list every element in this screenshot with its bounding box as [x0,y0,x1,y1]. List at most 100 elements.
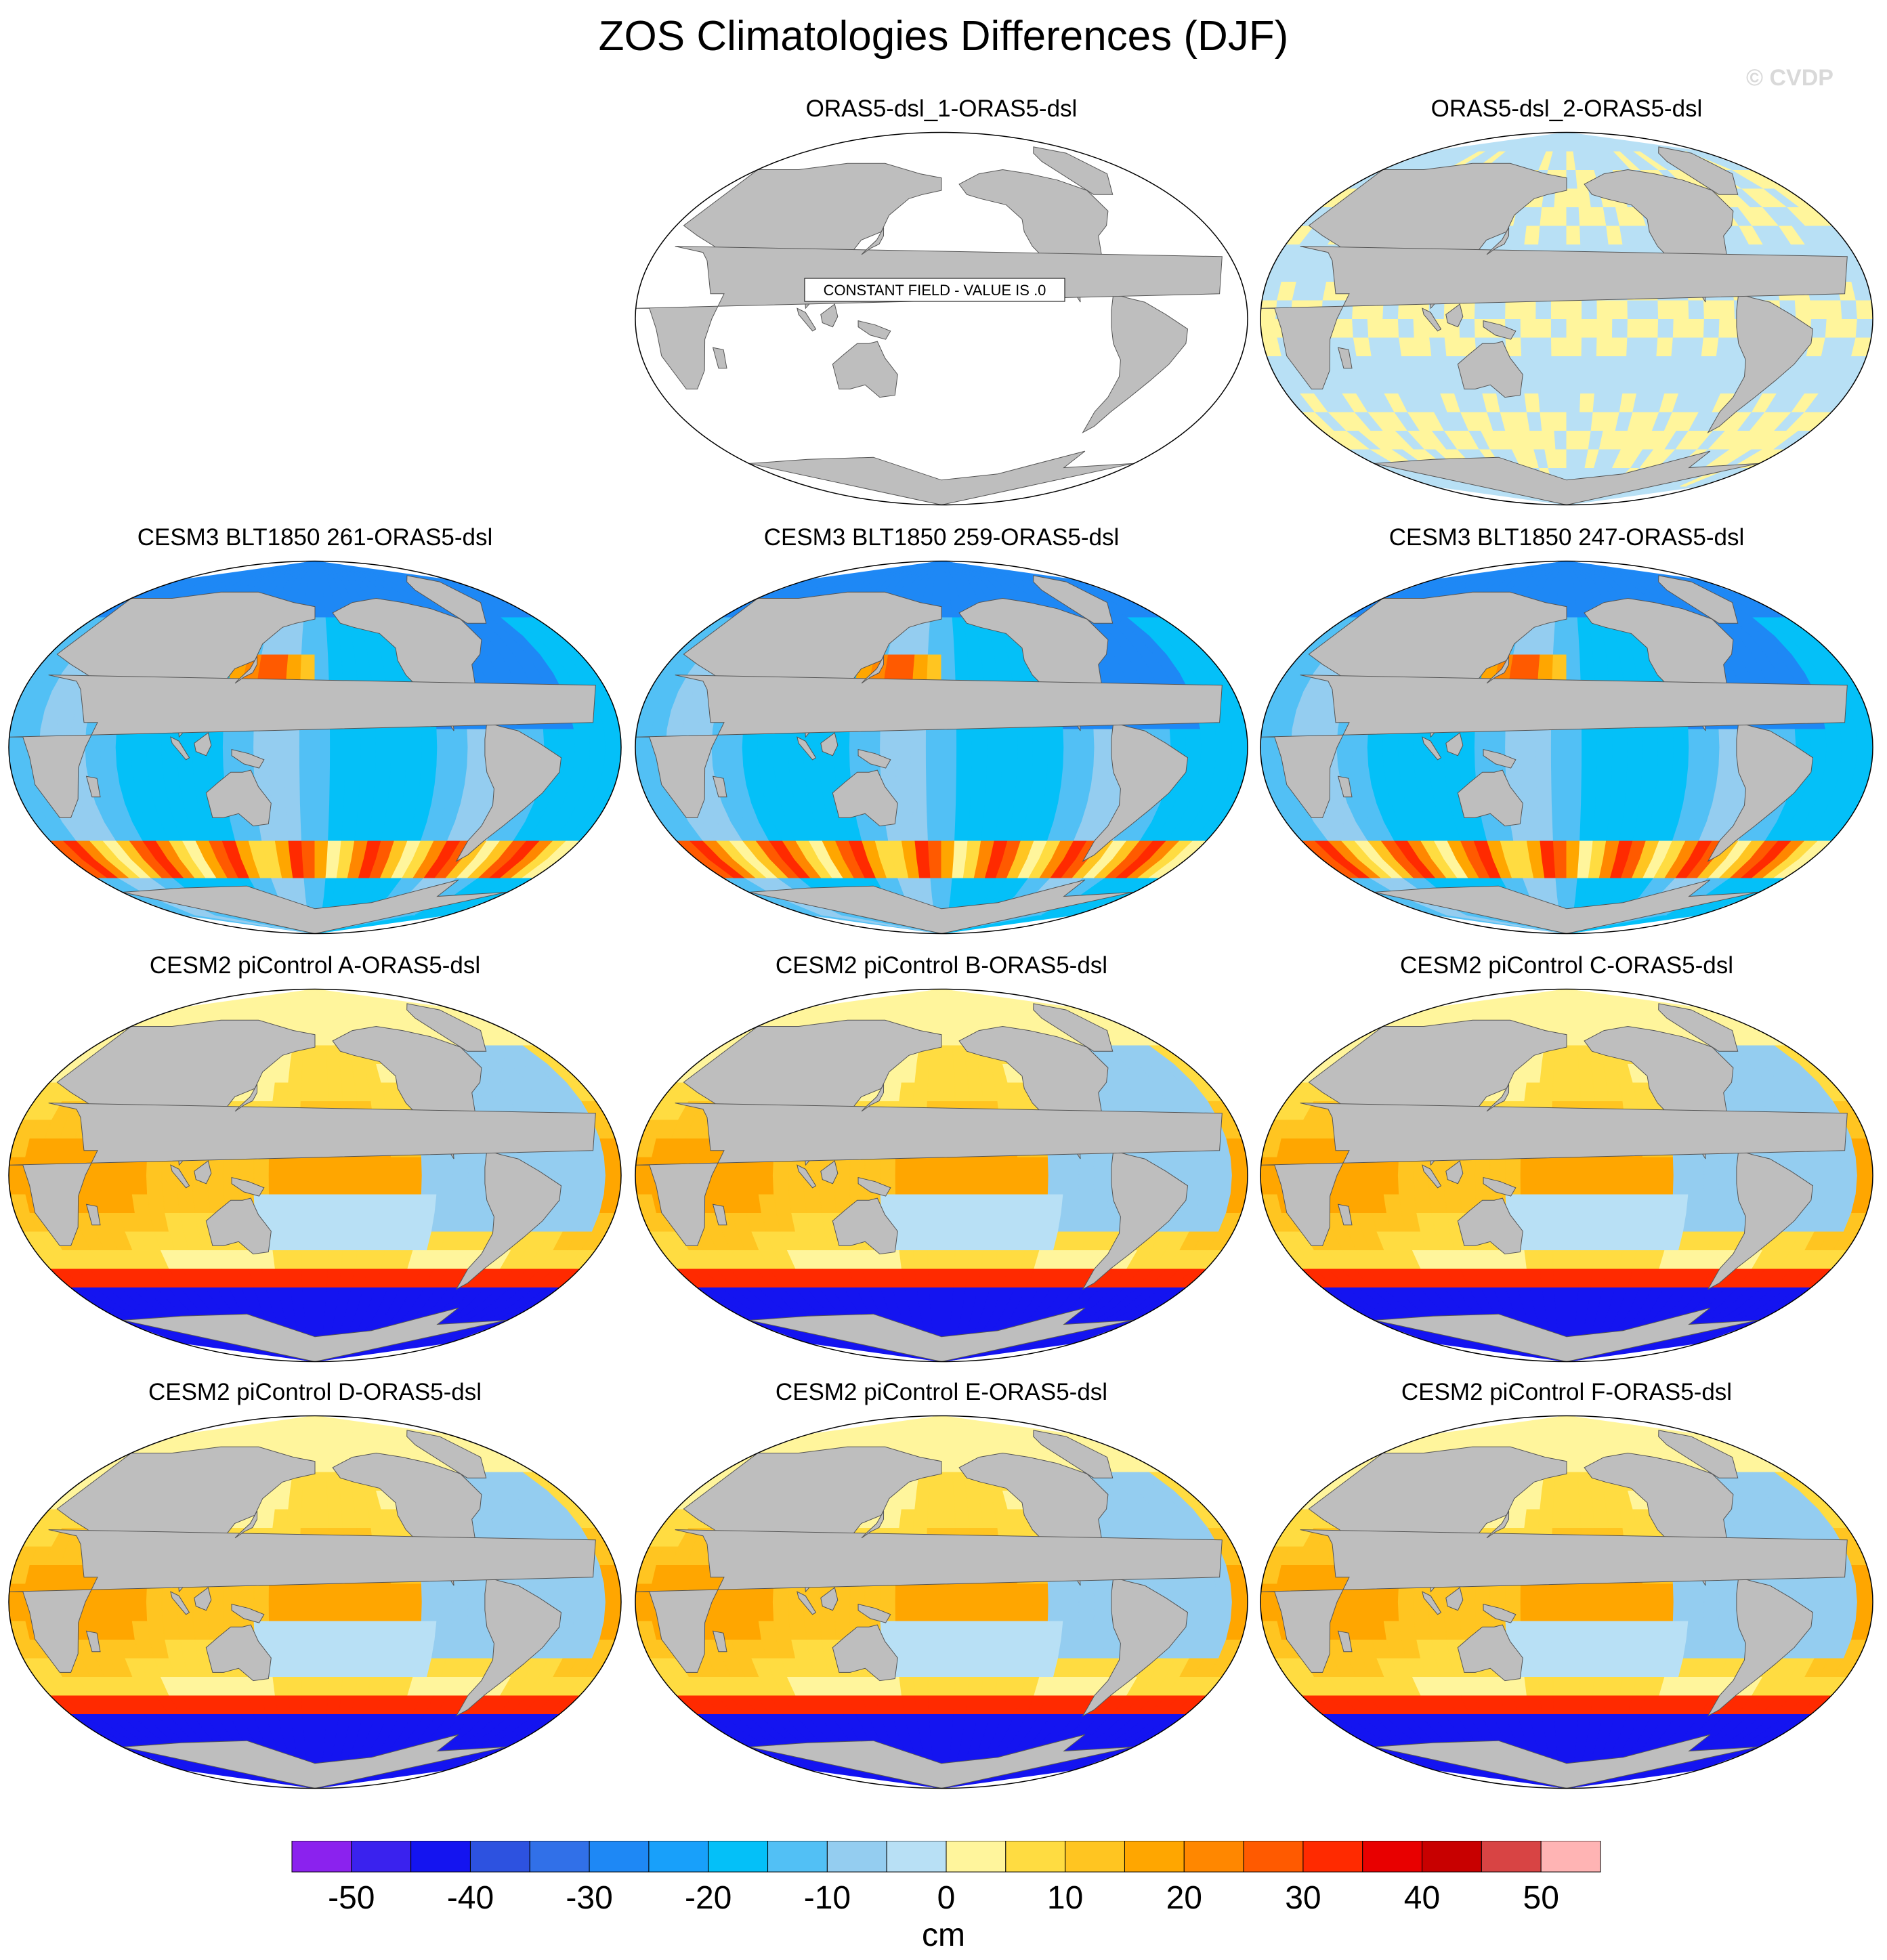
field-cell [358,1212,376,1232]
panel-title: CESM3 BLT1850 261-ORAS5-dsl [137,524,493,551]
field-cell [302,859,316,878]
map-plot: CONSTANT FIELD - VALUE IS .0 [635,131,1248,506]
field-cell [1169,728,1187,748]
field-cell [1520,299,1537,319]
map-plot [8,560,622,935]
field-cell [956,747,973,767]
field-cell [314,1212,331,1232]
field-cell [1230,747,1248,767]
landmass-antarctica [122,1307,507,1362]
figure-title: ZOS Climatologies Differences (DJF) [598,13,1289,60]
field-cell [1656,765,1674,785]
field-cell [287,1082,302,1101]
landmass-australia [1457,341,1523,398]
field-cell [258,1082,276,1101]
field-cell [901,1268,918,1287]
field-cell [910,1175,927,1195]
landmass-antarctica [1374,450,1758,505]
field-cell [589,1156,606,1176]
landmass-sumatra [1422,307,1442,332]
landmass-new-guinea [1483,320,1517,340]
field-cell [1581,765,1598,785]
field-cell [1595,356,1612,375]
field-cell [1397,318,1415,338]
field-cell [1017,747,1034,767]
field-cell [1078,1156,1095,1176]
field-cell [603,747,621,767]
map-panel: ORAS5-dsl_2-ORAS5-dsl [1258,95,1875,515]
field-cell [268,1193,286,1213]
landmass-japan [861,656,885,684]
field-cell [941,1268,956,1287]
field-cell [147,765,166,785]
field-cell [1526,635,1543,655]
field-cell [1624,356,1642,375]
field-cell [1642,728,1659,748]
field-cell [192,765,211,785]
field-cell [1627,747,1644,767]
field-cell [314,561,449,580]
field-cell [85,747,102,767]
field-cell [956,728,973,748]
field-cell [954,654,970,673]
field-cell [314,1268,329,1287]
field-cell [1703,728,1720,748]
field-cell [1200,1156,1218,1176]
field-cell [941,1287,954,1306]
field-cell [1061,765,1079,785]
field-cell [1639,784,1657,804]
field-cell [913,654,929,673]
field-cell [1611,299,1628,319]
field-cell [1592,822,1609,841]
field-cell [1429,337,1447,356]
field-cell [941,1082,956,1101]
landmass-japan [861,227,885,255]
field-cell [927,1082,942,1101]
field-cell [285,1231,301,1250]
panel-title: CESM2 piControl B-ORAS5-dsl [775,952,1108,979]
map-plot [635,560,1248,935]
field-cell [131,1175,148,1195]
field-cell [375,765,391,785]
field-cell [1610,356,1628,375]
field-cell [1032,747,1049,767]
landmass-new-guinea [857,1176,891,1197]
field-cell [1016,765,1034,785]
field-cell [1413,318,1430,338]
field-cell [287,822,302,841]
field-cell [421,728,438,748]
field-cell [147,1193,166,1213]
field-cell [329,784,345,804]
field-cell [1200,1175,1218,1195]
field-cell [1566,728,1583,748]
landmass-new-guinea [1483,748,1517,769]
field-cell [1063,728,1080,748]
field-cell [1550,747,1567,767]
field-cell [1686,337,1704,356]
field-cell [1566,635,1581,655]
field-cell [927,654,942,673]
field-cell [742,1175,759,1195]
map-border [8,560,622,935]
field-cell [1716,337,1735,356]
field-cell [329,1193,346,1213]
field-cell [419,765,438,785]
field-cell [1046,1193,1064,1213]
field-cell [1579,225,1595,244]
field-cell [912,803,928,822]
field-cell [927,1063,942,1083]
field-cell [589,1175,606,1195]
field-cell [1542,430,1556,450]
field-cell [1671,337,1689,356]
field-cell [1538,654,1554,673]
field-cell [1063,1175,1080,1195]
field-cell [941,635,956,655]
field-cell [1855,728,1873,748]
field-cell [573,728,591,748]
field-cell [301,635,316,655]
field-cell [299,1156,316,1176]
field-cell [100,747,118,767]
field-cell [1093,1175,1111,1195]
field-cell [1367,747,1384,767]
field-cell [1641,337,1659,356]
